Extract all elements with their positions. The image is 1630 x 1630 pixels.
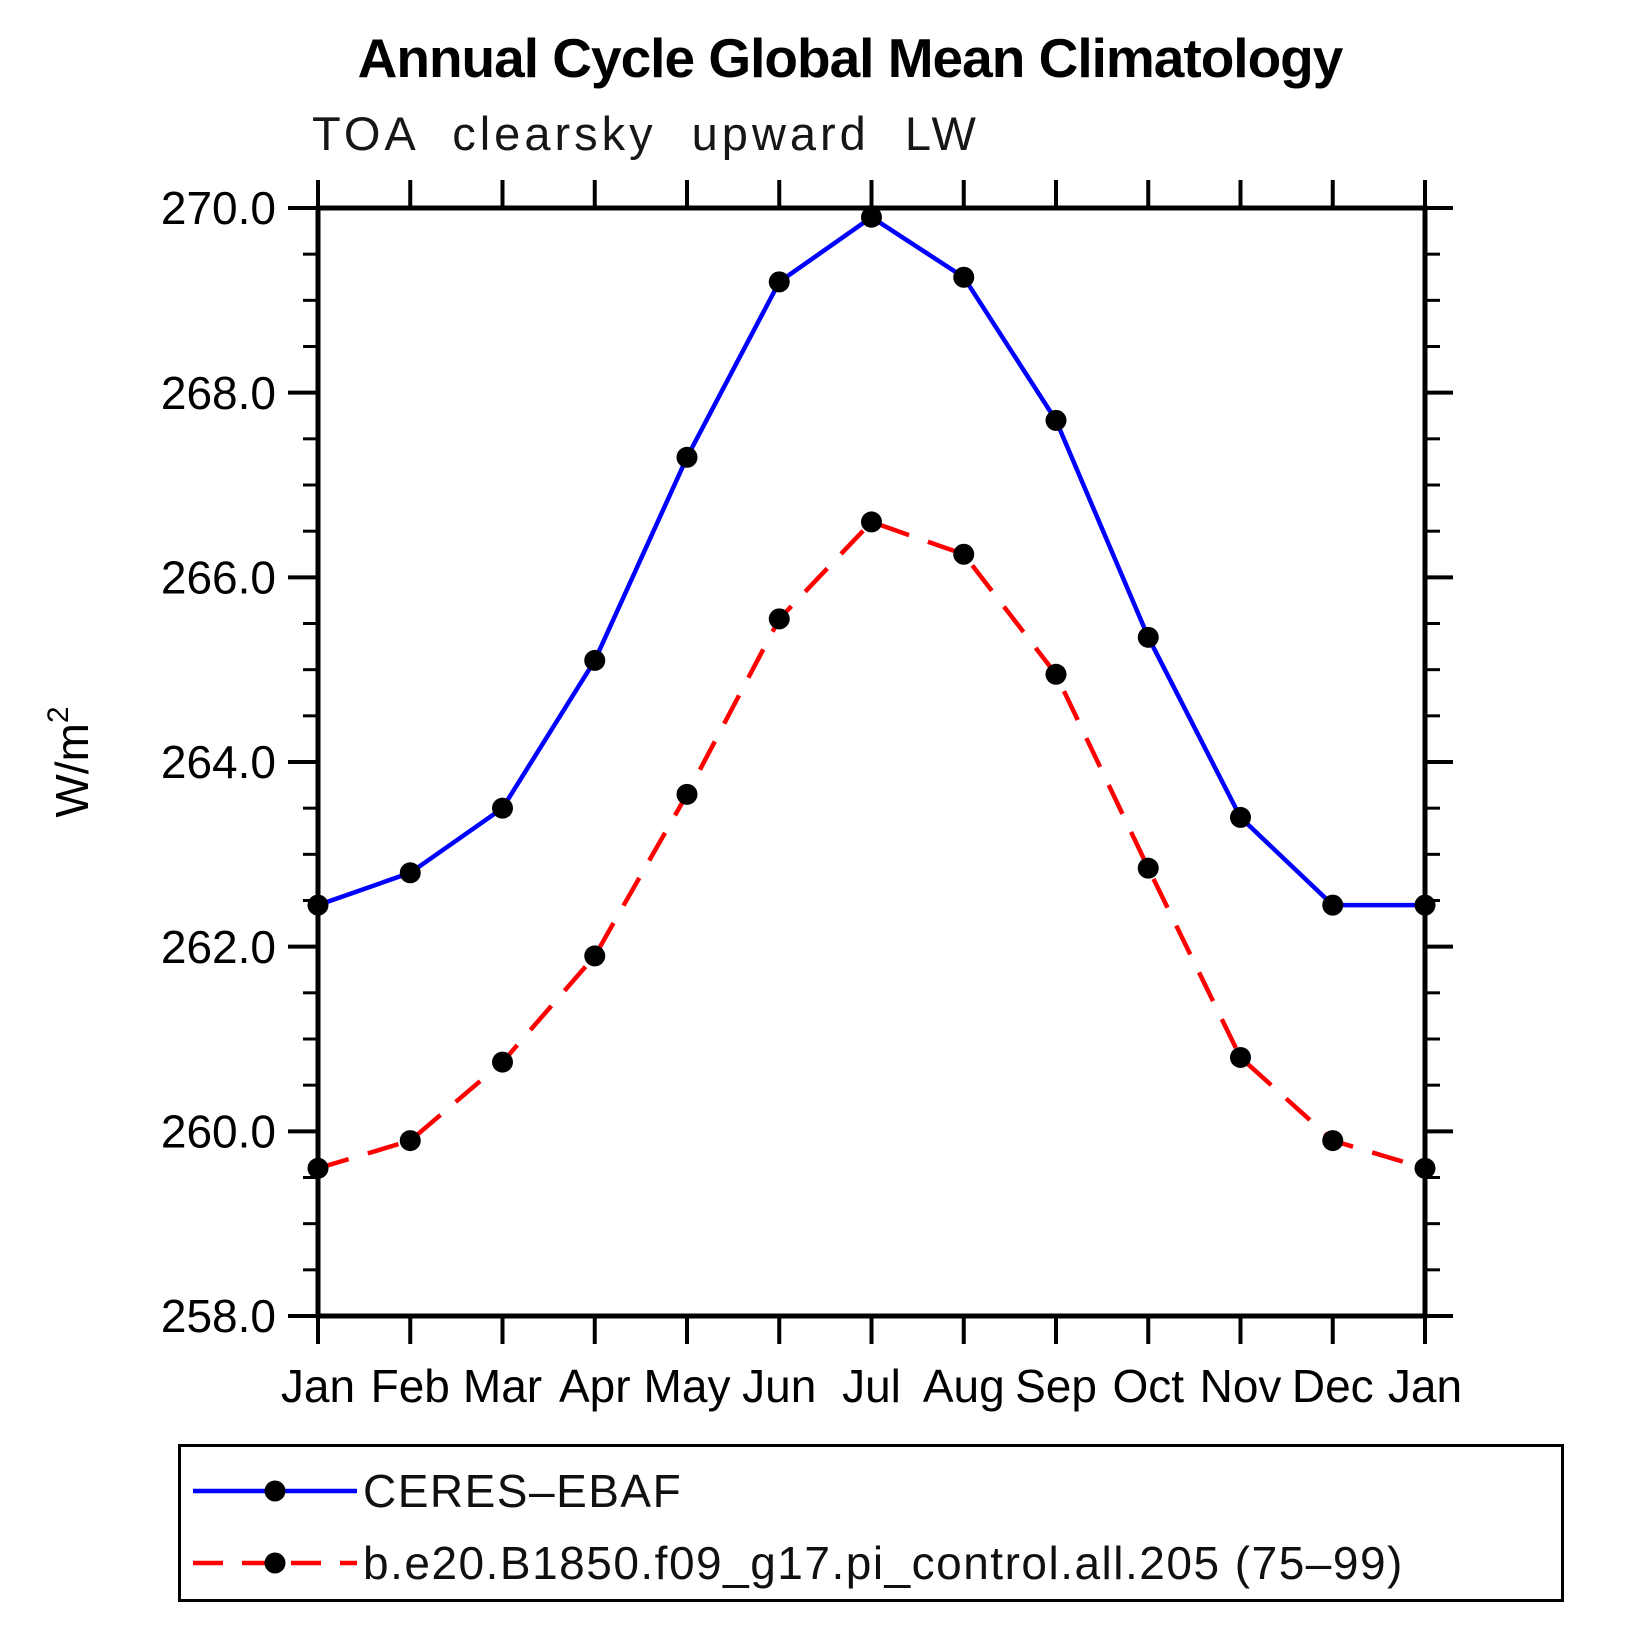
y-tick-label: 260.0 [161, 1105, 276, 1157]
legend-item-model: b.e20.B1850.f09_g17.pi_control.all.205 (… [189, 1537, 1404, 1589]
data-point [768, 271, 790, 293]
x-tick-label: May [644, 1360, 731, 1412]
chart-title: Annual Cycle Global Mean Climatology [357, 27, 1344, 89]
data-point [861, 511, 882, 533]
chart-subtitle: TOA clearsky upward LW [312, 107, 980, 160]
legend-line-sample-dashed [193, 1552, 357, 1574]
y-tick-label: 266.0 [161, 551, 276, 603]
series-line-0 [317, 214, 1425, 908]
data-point [953, 543, 975, 565]
data-point [307, 1157, 329, 1179]
y-axis-title: W/m2 [42, 706, 98, 817]
legend-item-ceres-ebaf: CERES–EBAF [189, 1465, 683, 1517]
x-tick-label: Mar [463, 1360, 542, 1412]
data-point [861, 206, 882, 228]
data-point [1322, 894, 1344, 916]
data-point [953, 266, 975, 288]
data-point [492, 1051, 513, 1073]
data-point [307, 894, 329, 916]
x-tick-label: Nov [1200, 1360, 1282, 1412]
data-point [399, 1130, 421, 1152]
data-point [1137, 626, 1159, 648]
data-point [1045, 409, 1067, 431]
x-tick-label: Jul [842, 1360, 901, 1412]
data-point [676, 783, 698, 805]
data-point [1230, 806, 1251, 828]
x-tick-label: Apr [559, 1360, 631, 1412]
legend-line-sample-solid [193, 1480, 357, 1502]
data-point [676, 446, 698, 468]
x-tick-label: Feb [371, 1360, 450, 1412]
data-point [1137, 857, 1159, 879]
x-tick-label: Dec [1292, 1360, 1374, 1412]
y-tick-label: 270.0 [161, 182, 276, 234]
data-point [399, 862, 421, 884]
data-point [1414, 894, 1436, 916]
series-line-1 [317, 519, 1426, 1171]
data-point [492, 797, 513, 819]
legend-label-model: b.e20.B1850.f09_g17.pi_control.all.205 (… [363, 1537, 1404, 1589]
data-point [1414, 1157, 1436, 1179]
data-point [584, 649, 606, 671]
data-point [1322, 1130, 1344, 1152]
x-tick-label: Jun [742, 1360, 816, 1412]
y-tick-label: 268.0 [161, 367, 276, 419]
x-tick-label: Jan [1388, 1360, 1462, 1412]
y-tick-label: 262.0 [161, 921, 276, 973]
y-tick-label: 258.0 [161, 1290, 276, 1342]
data-point [768, 608, 790, 630]
x-tick-label: Jan [281, 1360, 355, 1412]
y-tick-label: 264.0 [161, 736, 276, 788]
x-tick-label: Sep [1015, 1360, 1097, 1412]
x-tick-label: Oct [1112, 1360, 1184, 1412]
legend-label-ceres-ebaf: CERES–EBAF [363, 1465, 683, 1517]
legend: CERES–EBAF b.e20.B1850.f09_g17.pi_contro… [178, 1444, 1564, 1602]
plot-border [315, 205, 1428, 1319]
data-point [1045, 663, 1067, 685]
data-point [1230, 1046, 1251, 1068]
x-tick-label: Aug [923, 1360, 1005, 1412]
data-point [584, 945, 606, 967]
